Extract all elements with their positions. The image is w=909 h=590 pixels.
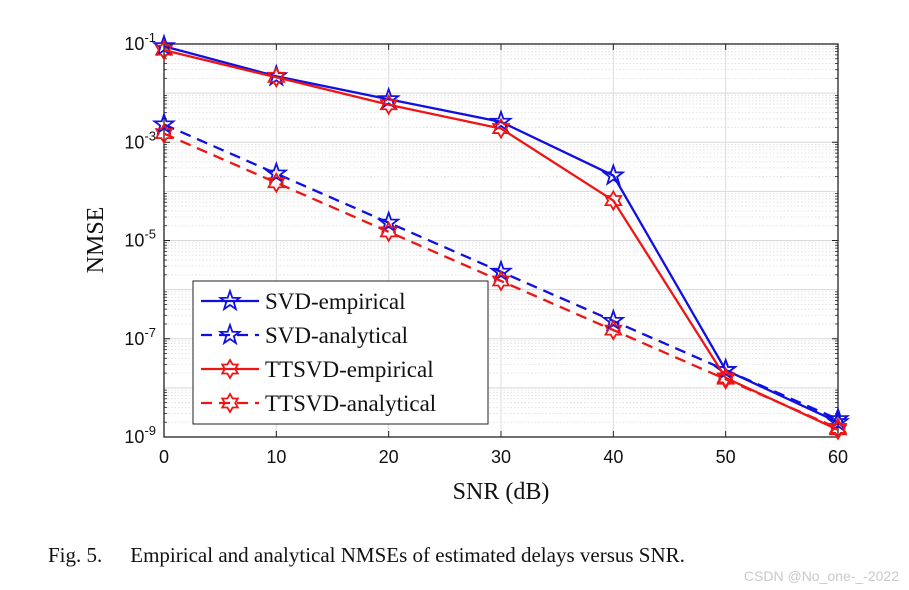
legend-label: SVD-analytical [265,323,408,348]
data-point-marker [217,322,243,346]
watermark: CSDN @No_one-_-2022 [743,568,899,584]
data-point-marker [601,162,626,186]
data-point-marker [716,368,736,391]
data-point-marker [491,117,511,140]
legend-label: TTSVD-analytical [265,391,436,416]
legend-item: SVD-analytical [201,322,408,348]
y-tick-label: 10-9 [124,423,156,447]
series-line [163,132,839,430]
legend-item: TTSVD-empirical [201,357,434,382]
y-tick-label: 10-3 [124,128,156,152]
x-tick-label: 0 [159,447,169,467]
data-point-marker [491,270,511,292]
data-point-marker [488,259,514,283]
caption-text: Empirical and analytical NMSEs of estima… [130,543,685,567]
axis-ticks: 0 10 20 30 40 50 60 10-1 10-3 10-5 10-7 10-9 [124,30,848,467]
data-point-marker [264,160,289,184]
x-tick-label: 10 [266,447,286,467]
data-point-marker [828,417,848,440]
data-point-marker [825,406,851,430]
x-axis-label: SNR (dB) [453,479,550,505]
figure-caption: Fig. 5. Empirical and analytical NMSEs of… [48,543,685,568]
y-tick-label: 10-1 [124,30,156,54]
legend-label: SVD-empirical [265,289,406,314]
series-layer [151,33,851,441]
data-point-marker [603,319,623,341]
x-tick-label: 60 [828,447,848,467]
x-tick-label: 30 [491,447,511,467]
figure-label: Fig. 5. [48,543,103,567]
data-point-marker [266,171,286,194]
data-point-marker [379,93,399,116]
data-point-marker [376,209,401,234]
data-point-marker [154,39,174,61]
y-tick-label: 10-7 [124,325,156,349]
x-tick-label: 20 [379,447,399,467]
data-point-marker [154,122,174,145]
legend-item: TTSVD-analytical [201,391,436,416]
legend-item: SVD-empirical [201,288,406,314]
series-line [163,49,839,431]
series-ttsvd-analytical [154,122,848,440]
y-axis-label: NMSE [83,207,109,274]
legend: SVD-empirical SVD-analytical TTSVD-empiric… [192,280,489,425]
data-point-marker [603,189,623,212]
data-point-marker [376,86,401,110]
y-tick-label: 10-5 [124,227,156,251]
data-point-marker [601,308,626,332]
x-tick-label: 50 [716,447,736,467]
data-point-marker [220,358,240,380]
x-tick-label: 40 [603,447,623,467]
data-point-marker [220,392,240,414]
legend-label: TTSVD-empirical [265,357,434,382]
data-point-marker [488,109,514,133]
legend-box [192,280,489,425]
data-point-marker [151,111,177,135]
data-point-marker [266,66,286,89]
data-point-marker [217,288,243,312]
data-point-marker [379,221,399,243]
